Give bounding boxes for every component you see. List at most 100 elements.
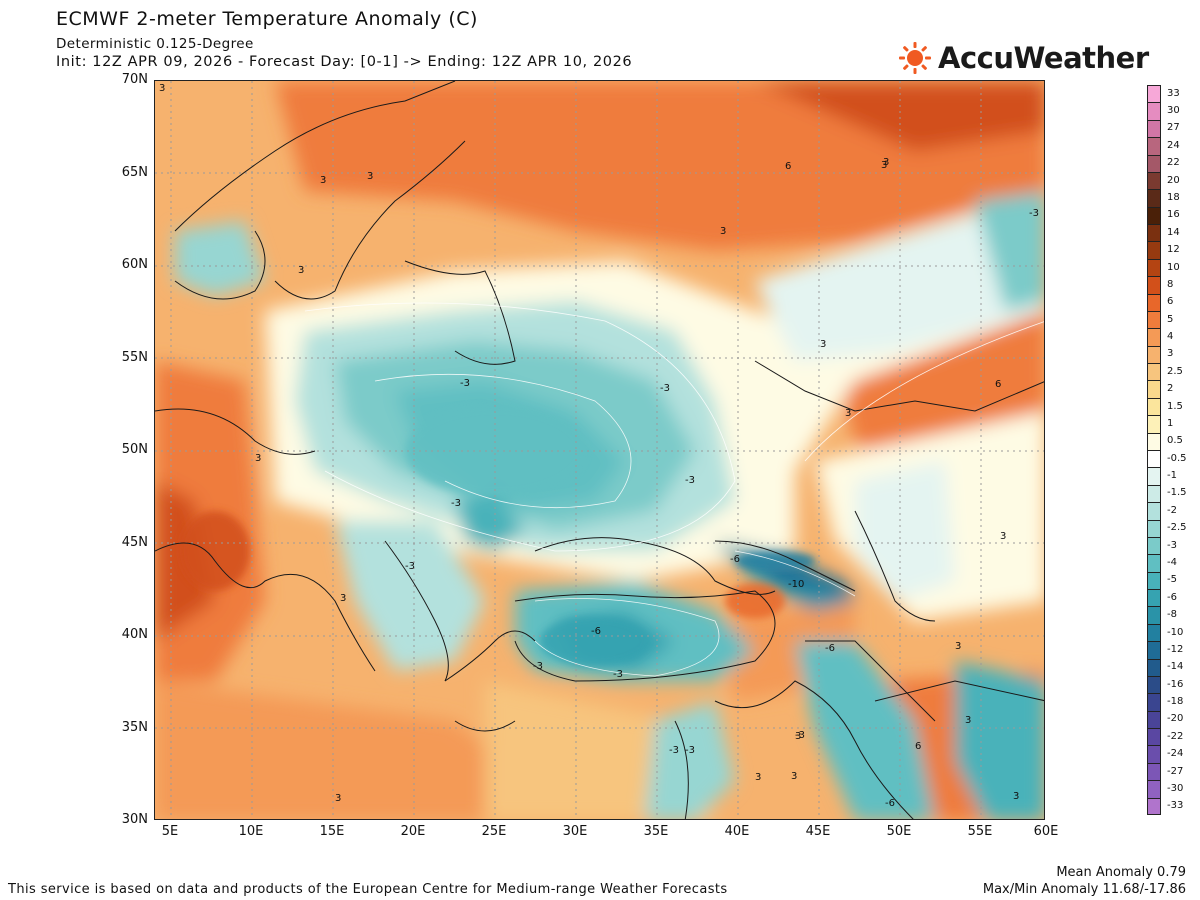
colorbar-label: -5: [1167, 574, 1177, 586]
colorbar-label: -20: [1167, 713, 1184, 725]
colorbar-label: 6: [1167, 296, 1174, 308]
init-forecast-line: Init: 12Z APR 09, 2026 - Forecast Day: […: [56, 54, 633, 70]
lon-label: 15E: [319, 824, 345, 839]
colorbar-label: 16: [1167, 209, 1180, 221]
contour-label: 3: [255, 453, 261, 464]
colorbar-swatch: [1147, 258, 1161, 277]
colorbar-swatch: [1147, 137, 1161, 156]
contour-label: -3: [460, 378, 470, 389]
colorbar-label: -4: [1167, 556, 1177, 568]
colorbar-swatch: [1147, 293, 1161, 312]
colorbar-swatch: [1147, 189, 1161, 208]
map-canvas: 3 3 3 3 3 3 3 -3 -3 -3 -3 -3 -3 -3 -3 -6…: [155, 81, 1044, 819]
lon-label: 10E: [238, 824, 264, 839]
lon-label: 60E: [1033, 824, 1059, 839]
contour-label: -3: [660, 383, 670, 394]
contour-label: -3: [1029, 208, 1039, 219]
colorbar-swatch: [1147, 154, 1161, 173]
accuweather-logo: AccuWeather: [898, 38, 1149, 78]
colorbar-swatch: [1147, 623, 1161, 642]
contour-label: 3: [883, 157, 889, 168]
lon-label: 50E: [886, 824, 912, 839]
sun-icon: [899, 42, 931, 74]
colorbar-label: -16: [1167, 678, 1184, 690]
lat-label: 65N: [121, 165, 148, 180]
colorbar-swatch: [1147, 693, 1161, 712]
colorbar-label: -33: [1167, 800, 1184, 812]
colorbar-swatch: [1147, 554, 1161, 573]
colorbar-label: 4: [1167, 331, 1174, 343]
colorbar-swatch: [1147, 171, 1161, 190]
colorbar-label: 1: [1167, 417, 1174, 429]
contour-label: 3: [845, 408, 851, 419]
colorbar-label: -12: [1167, 643, 1184, 655]
colorbar-swatch: [1147, 276, 1161, 295]
colorbar-swatch: [1147, 606, 1161, 625]
contour-label: 6: [915, 741, 921, 752]
lon-label: 45E: [805, 824, 831, 839]
model-subtitle: Deterministic 0.125-Degree: [56, 36, 254, 52]
colorbar-swatch: [1147, 762, 1161, 781]
contour-label: 6: [995, 379, 1001, 390]
lat-label: 30N: [121, 812, 148, 827]
colorbar-swatch: [1147, 102, 1161, 121]
lon-label: 25E: [481, 824, 507, 839]
colorbar-label: -14: [1167, 661, 1184, 673]
colorbar-label: -27: [1167, 765, 1184, 777]
contour-label: -10: [788, 579, 804, 590]
colorbar-label: 12: [1167, 244, 1180, 256]
colorbar-label: -24: [1167, 748, 1184, 760]
colorbar-label: 3: [1167, 348, 1174, 360]
contour-label: 3: [755, 772, 761, 783]
colorbar-swatch: [1147, 415, 1161, 434]
contour-label: 3: [820, 339, 826, 350]
colorbar-label: 20: [1167, 174, 1180, 186]
colorbar-swatch: [1147, 745, 1161, 764]
contour-label: 3: [795, 731, 801, 742]
colorbar-label: -0.5: [1167, 452, 1187, 464]
contour-label: -3: [405, 561, 415, 572]
colorbar-swatch: [1147, 363, 1161, 381]
colorbar-label: 2.5: [1167, 365, 1183, 377]
lat-label: 60N: [121, 257, 148, 272]
colorbar-swatch: [1147, 502, 1161, 521]
contour-label: -3: [613, 669, 623, 680]
contour-label: -6: [591, 626, 601, 637]
colorbar-swatch: [1147, 728, 1161, 746]
lon-label: 30E: [562, 824, 588, 839]
lon-label: 35E: [643, 824, 669, 839]
colorbar-label: -3: [1167, 539, 1177, 551]
contour-label: -6: [825, 643, 835, 654]
lon-label: 5E: [161, 824, 179, 839]
mean-anomaly: Mean Anomaly 0.79: [1056, 865, 1186, 880]
colorbar-swatch: [1147, 675, 1161, 694]
colorbar-swatch: [1147, 780, 1161, 799]
colorbar-swatch: [1147, 710, 1161, 729]
lat-label: 70N: [121, 72, 148, 87]
contour-label: 3: [335, 793, 341, 804]
contour-label: 3: [367, 171, 373, 182]
colorbar-swatch: [1147, 206, 1161, 225]
chart-title: ECMWF 2-meter Temperature Anomaly (C): [56, 8, 478, 30]
colorbar-label: -2: [1167, 504, 1177, 516]
colorbar-swatch: [1147, 467, 1161, 486]
lat-label: 50N: [121, 442, 148, 457]
colorbar-label: -2.5: [1167, 522, 1187, 534]
colorbar-swatch: [1147, 310, 1161, 329]
lon-label: 40E: [724, 824, 750, 839]
coastlines: [155, 81, 1044, 819]
colorbar-label: 27: [1167, 122, 1180, 134]
lat-label: 45N: [121, 535, 148, 550]
contour-label: -3: [533, 661, 543, 672]
brand-name: AccuWeather: [938, 41, 1149, 75]
colorbar-swatch: [1147, 328, 1161, 347]
colorbar-label: 2: [1167, 383, 1174, 395]
anomaly-accents: [180, 406, 815, 666]
colorbar-swatch: [1147, 571, 1161, 590]
contour-label: -3: [685, 745, 695, 756]
colorbar-label: -10: [1167, 626, 1184, 638]
colorbar-swatch: [1147, 224, 1161, 242]
contour-lines: [304, 302, 1044, 677]
colorbar-label: 10: [1167, 261, 1180, 273]
colorbar-label: 1.5: [1167, 400, 1183, 412]
